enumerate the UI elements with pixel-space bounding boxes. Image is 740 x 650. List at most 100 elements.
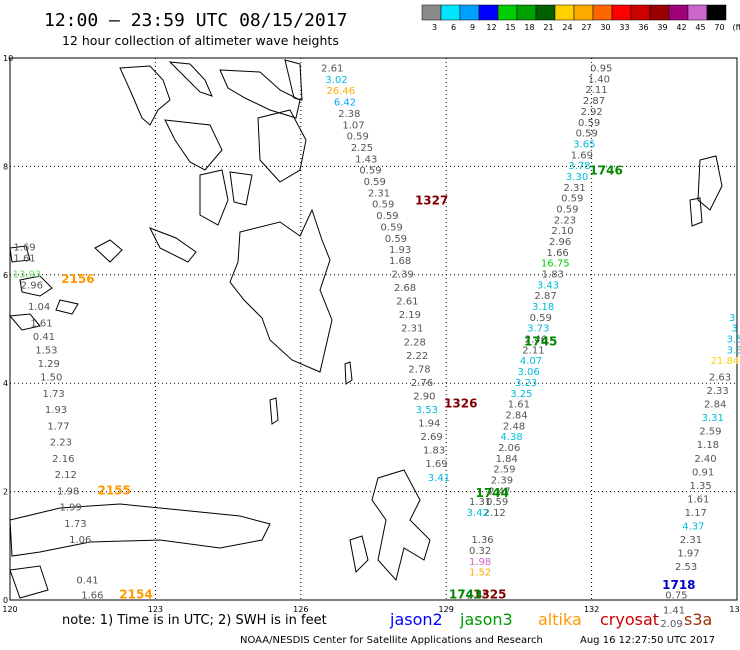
plot-area: 1201231261291321350246810 2.613.0226.466… [2, 54, 740, 630]
wave-height-value: 0.59 [530, 313, 552, 324]
pass-time-label: 2154 [119, 587, 152, 601]
coast-island-4 [284, 59, 303, 101]
wave-height-value: 2.61 [396, 297, 418, 308]
colorbar-label: 18 [524, 23, 534, 32]
wave-height-value: 0.75 [665, 590, 687, 601]
wave-height-value: 3 [731, 324, 737, 335]
wave-height-value: 2.76 [411, 378, 433, 389]
wave-height-value: 2.31 [401, 324, 423, 335]
wave-height-value: 2.87 [534, 291, 556, 302]
axis-ticks: 120 123 126 129 132 135 0 2 4 6 8 10 [2, 54, 740, 614]
coast-samar [257, 109, 307, 183]
colorbar-swatch [573, 4, 594, 21]
wave-height-value: 0.91 [692, 467, 714, 478]
wave-height-value: 0.41 [76, 576, 98, 587]
wave-height-value: 1.99 [59, 503, 81, 514]
colorbar-swatch [687, 4, 708, 21]
colorbar-label: 33 [619, 23, 629, 32]
coast-island-3 [219, 69, 301, 119]
wave-height-value: 0.59 [576, 129, 598, 140]
wave-height-value: 2.31 [680, 535, 702, 546]
wave-height-value: 2.22 [406, 351, 428, 362]
coast-negros [199, 169, 229, 226]
coast-morotai [349, 535, 369, 574]
wave-height-value: 1.98 [57, 486, 79, 497]
colorbar-swatch [421, 4, 442, 21]
pass-time-label: 1327 [415, 193, 448, 207]
pass-time-label: 1746 [589, 164, 622, 178]
wave-height-value: 2.92 [580, 107, 602, 118]
wave-height-value: 2.39 [491, 475, 513, 486]
wave-height-value: 3.41 [428, 473, 450, 484]
pass-time-label: 1745 [524, 334, 557, 348]
wave-height-value: 1.69 [571, 150, 593, 161]
wave-height-value: 2.59 [493, 465, 515, 476]
wave-height-value: 1.93 [45, 405, 67, 416]
chart-title: 12:00 – 23:59 UTC 08/15/2017 [44, 10, 347, 31]
wave-height-value: 3.06 [517, 367, 539, 378]
wave-height-value: 2.33 [706, 386, 728, 397]
wave-height-value: 1.29 [38, 359, 60, 370]
y-tick-label: 2 [3, 488, 8, 497]
wave-height-value: 0.59 [385, 234, 407, 245]
colorbar-swatch [668, 4, 689, 21]
colorbar-label: 42 [676, 23, 686, 32]
wave-height-value: 0.59 [372, 200, 394, 211]
wave-height-value: 2.06 [498, 443, 520, 454]
wave-height-value: 1.97 [677, 549, 699, 560]
wave-height-value: 3.65 [573, 139, 595, 150]
wave-height-value: 2.38 [338, 109, 360, 120]
satellite-legend-jason3: jason3 [459, 610, 513, 629]
colorbar-label: 24 [562, 23, 572, 32]
wave-height-value: 2.84 [505, 410, 527, 421]
footer-note: note: 1) Time is in UTC; 2) SWH is in fe… [62, 613, 327, 628]
wave-height-value: 13.93 [13, 270, 42, 281]
wave-height-value: 2.48 [503, 421, 525, 432]
y-tick-label: 6 [3, 271, 8, 280]
colorbar-swatch [535, 4, 556, 21]
satellite-legend-s3a: s3a [684, 610, 712, 629]
wave-height-value: 2.48 [467, 590, 489, 601]
wave-height-value: 1.17 [685, 508, 707, 519]
wave-height-value: 16.75 [541, 259, 570, 270]
wave-height-value: 1.07 [342, 120, 364, 131]
pass-time-label: 1743 [449, 587, 482, 601]
satellite-legend-altika: altika [538, 610, 582, 629]
coast-sulawesi-north [9, 503, 271, 557]
wave-height-value: 1.04 [28, 302, 50, 313]
coast-halmahera [371, 469, 431, 582]
wave-height-value: 2.31 [564, 183, 586, 194]
colorbar-swatch [649, 4, 670, 21]
coast-sangihe [269, 397, 279, 425]
wave-height-value: 0.59 [486, 497, 508, 508]
chart-subtitle: 12 hour collection of altimeter wave hei… [62, 33, 339, 48]
wave-height-value: 2.63 [709, 372, 731, 383]
wave-height-value: 2.84 [704, 400, 726, 411]
satellite-legend-jason2: jason2 [389, 610, 443, 629]
wave-height-value: 2.12 [484, 508, 506, 519]
pass-time-label: 2156 [61, 272, 94, 286]
wave-height-value: 1.66 [81, 590, 103, 601]
coast-sulu-3 [8, 313, 41, 331]
coast-panay [164, 119, 223, 171]
x-tick-label: 129 [439, 605, 454, 614]
wave-height-value: 1.36 [471, 535, 493, 546]
colorbar-label: 30 [600, 23, 610, 32]
colorbar-label: 9 [470, 23, 475, 32]
credit-text: NOAA/NESDIS Center for Satellite Applica… [240, 635, 543, 646]
coast-palau-2 [689, 197, 703, 227]
x-tick-label: 120 [2, 605, 17, 614]
colorbar-label: 6 [451, 23, 456, 32]
wave-height-value: 2.96 [549, 237, 571, 248]
wave-height-value: 1.83 [423, 446, 445, 457]
colorbar-swatch [630, 4, 651, 21]
x-tick-label: 123 [148, 605, 163, 614]
wave-height-value: 2.28 [404, 337, 426, 348]
wave-height-value: 1.77 [47, 421, 69, 432]
colorbar-label: 21 [543, 23, 553, 32]
timestamp-text: Aug 16 12:27:50 UTC 2017 [580, 635, 715, 646]
wave-height-value: 2.12 [55, 470, 77, 481]
wave-height-value: 2.61 [321, 64, 343, 75]
wave-height-value: 1.69 [425, 459, 447, 470]
